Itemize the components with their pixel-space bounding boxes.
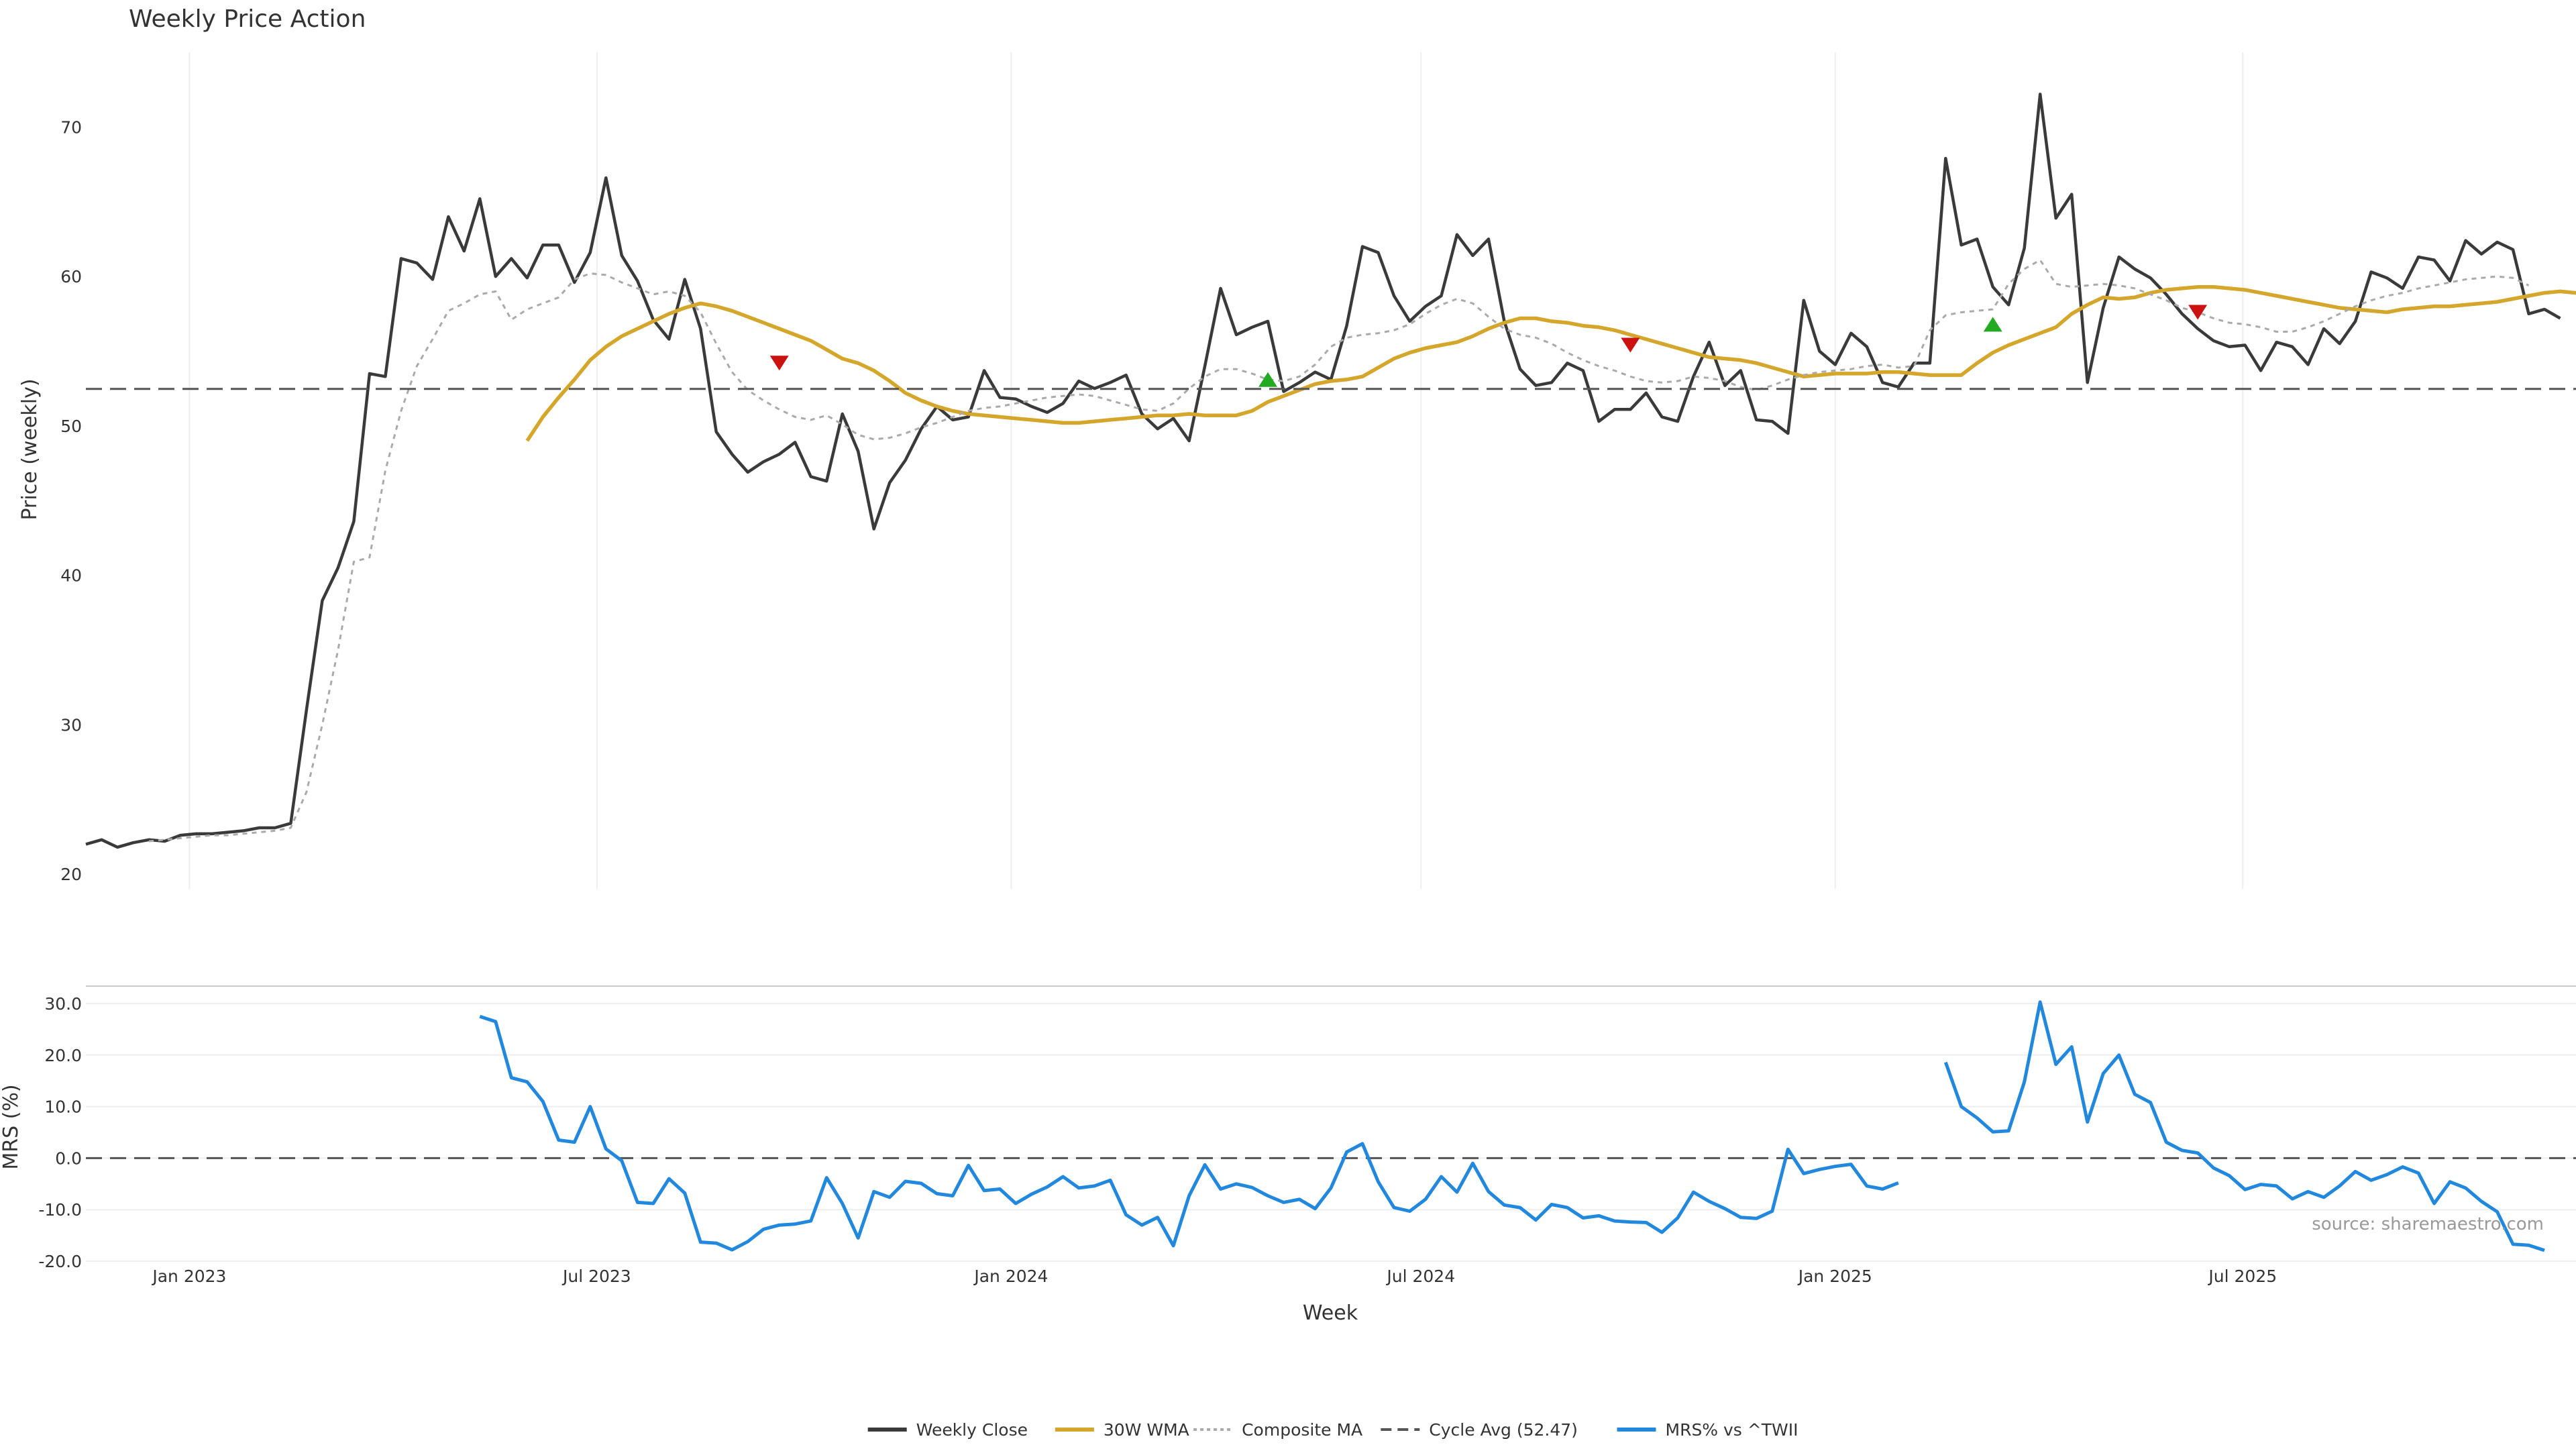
legend: Weekly Close 30W WMA Composite MA Cycle Avg… — [868, 1420, 1799, 1440]
legend-label: MRS% vs ^TWII — [1666, 1420, 1799, 1440]
x-tick-label: Jul 2024 — [1385, 1267, 1455, 1286]
signal-marker-down — [2188, 305, 2207, 320]
x-axis-label: Week — [1303, 1301, 1358, 1325]
mrs-y-tick: 30.0 — [44, 994, 82, 1014]
x-tick-label: Jan 2023 — [151, 1267, 226, 1286]
x-tick-label: Jul 2023 — [561, 1267, 631, 1286]
price-panel: 20 30 40 50 60 70 — [60, 52, 2576, 889]
legend-label: 30W WMA — [1104, 1420, 1189, 1440]
series-weekly-close-line — [86, 94, 2561, 847]
mrs-y-tick: 10.0 — [44, 1097, 82, 1117]
price-y-tick: 60 — [60, 267, 82, 286]
mrs-y-tick: -20.0 — [38, 1252, 82, 1271]
x-tick-label: Jan 2025 — [1797, 1267, 1872, 1286]
signal-marker-up — [1258, 372, 1277, 387]
mrs-panel: -20.0 -10.0 0.0 10.0 20.0 30.0 Jan 2023 Jul 202… — [38, 986, 2576, 1286]
mrs-y-tick: 0.0 — [55, 1148, 82, 1168]
signal-marker-down — [770, 356, 789, 370]
price-y-tick: 40 — [60, 566, 82, 586]
price-y-tick: 20 — [60, 865, 82, 884]
mrs-y-axis-label: MRS (%) — [0, 1084, 23, 1169]
x-tick-label: Jul 2025 — [2207, 1267, 2277, 1286]
series-mrs-line — [480, 1002, 2544, 1250]
price-y-tick: 30 — [60, 715, 82, 735]
series-30w-wma-line — [527, 287, 2576, 441]
x-tick-label: Jan 2024 — [973, 1267, 1048, 1286]
legend-label: Composite MA — [1242, 1420, 1362, 1440]
legend-label: Weekly Close — [916, 1420, 1028, 1440]
mrs-y-tick: 20.0 — [44, 1046, 82, 1065]
signal-marker-down — [1621, 338, 1640, 353]
source-note: source: sharemaestro.com — [2312, 1214, 2544, 1234]
mrs-y-tick: -10.0 — [38, 1200, 82, 1220]
signal-marker-up — [1984, 317, 2002, 331]
legend-label: Cycle Avg (52.47) — [1429, 1420, 1578, 1440]
price-y-tick: 50 — [60, 417, 82, 436]
series-composite-ma-line — [149, 260, 2529, 841]
price-chart-title: Weekly Price Action — [129, 5, 366, 33]
price-y-tick: 70 — [60, 117, 82, 137]
price-y-axis-label: Price (weekly) — [18, 378, 42, 520]
